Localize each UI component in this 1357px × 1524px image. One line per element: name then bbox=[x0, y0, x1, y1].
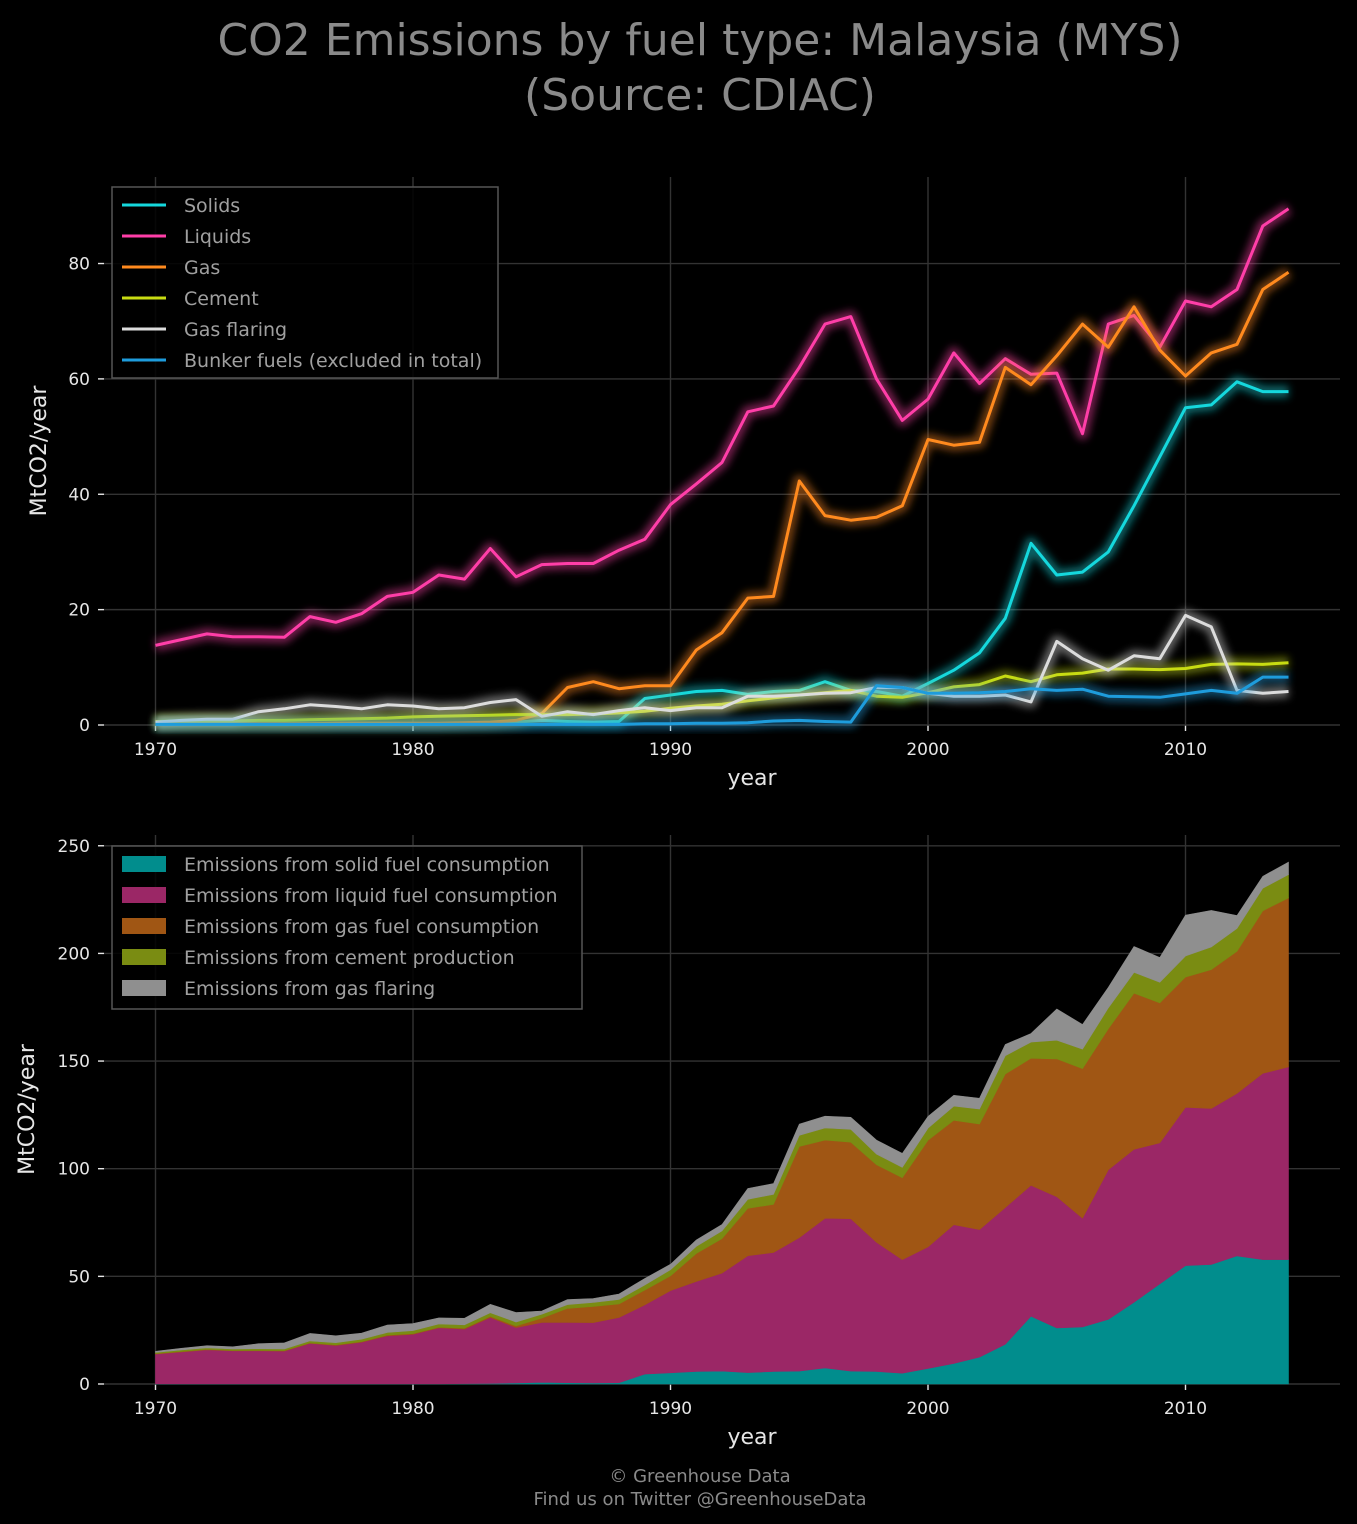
legend-label-bunker-fuels-excluded-in-total: Bunker fuels (excluded in total) bbox=[184, 350, 482, 372]
legend-swatch-emissions-from-solid-fuel-consumption bbox=[122, 856, 166, 872]
legend-label-emissions-from-gas-fuel-consumption: Emissions from gas fuel consumption bbox=[184, 916, 539, 938]
stacked-area-chart-panel: 1970 1980 1990 2000 2010 0 50 100 150 200 250 year M… bbox=[15, 835, 1340, 1450]
legend-label-cement: Cement bbox=[184, 288, 259, 310]
top-xtick-label-1970: 1970 bbox=[134, 740, 177, 760]
bottom-xtick-label-2000: 2000 bbox=[906, 1399, 949, 1419]
top-xtick-label-1980: 1980 bbox=[391, 740, 434, 760]
legend-label-gas: Gas bbox=[184, 257, 220, 279]
legend-label-emissions-from-cement-production: Emissions from cement production bbox=[184, 947, 515, 969]
top-ytick-label-20: 20 bbox=[68, 601, 90, 621]
bottom-ytick-label-0: 0 bbox=[79, 1375, 90, 1395]
bottom-ytick-label-50: 50 bbox=[68, 1267, 90, 1287]
top-ytick-label-60: 60 bbox=[68, 370, 90, 390]
footer-twitter: Find us on Twitter @GreenhouseData bbox=[533, 1489, 866, 1510]
bottom-ytick-label-250: 250 bbox=[58, 837, 90, 857]
bottom-legend-box bbox=[111, 845, 583, 1010]
bottom-ytick-label-200: 200 bbox=[58, 944, 90, 964]
legend-label-emissions-from-solid-fuel-consumption: Emissions from solid fuel consumption bbox=[184, 854, 550, 876]
bottom-xlabel: year bbox=[727, 1425, 777, 1450]
line-chart-panel: 1970 1980 1990 2000 2010 0 20 40 60 80 year MtCO2/y… bbox=[27, 177, 1340, 791]
legend-label-emissions-from-gas-flaring: Emissions from gas flaring bbox=[184, 978, 435, 1000]
legend-swatch-emissions-from-gas-fuel-consumption bbox=[122, 918, 166, 934]
bottom-xtick-label-1990: 1990 bbox=[649, 1399, 692, 1419]
top-xlabel: year bbox=[727, 766, 777, 791]
legend-label-emissions-from-liquid-fuel-consumption: Emissions from liquid fuel consumption bbox=[184, 885, 558, 907]
footer-credit: © Greenhouse Data bbox=[609, 1466, 790, 1487]
series-line-liquids bbox=[155, 207, 1290, 647]
legend-label-gas-flaring: Gas flaring bbox=[184, 319, 287, 341]
top-ytick-label-0: 0 bbox=[79, 716, 90, 736]
top-xtick-label-2010: 2010 bbox=[1164, 740, 1207, 760]
legend-swatch-emissions-from-cement-production bbox=[122, 949, 166, 965]
legend-swatch-emissions-from-gas-flaring bbox=[122, 980, 166, 996]
bottom-ylabel: MtCO2/year bbox=[15, 1043, 40, 1175]
top-xtick-label-1990: 1990 bbox=[649, 740, 692, 760]
bottom-xtick-label-1980: 1980 bbox=[391, 1399, 434, 1419]
legend-label-solids: Solids bbox=[184, 195, 240, 217]
bottom-ytick-label-100: 100 bbox=[58, 1160, 90, 1180]
legend-label-liquids: Liquids bbox=[184, 226, 251, 248]
bottom-ytick-label-150: 150 bbox=[58, 1052, 90, 1072]
top-legend-box bbox=[111, 186, 499, 379]
series-line-bunker-fuels-excluded-in-total bbox=[155, 675, 1289, 726]
legend-swatch-emissions-from-liquid-fuel-consumption bbox=[122, 887, 166, 903]
series-line-gas-flaring bbox=[155, 613, 1289, 724]
top-ytick-label-40: 40 bbox=[68, 485, 90, 505]
bottom-xtick-label-1970: 1970 bbox=[134, 1399, 177, 1419]
top-xtick-label-2000: 2000 bbox=[906, 740, 949, 760]
top-ylabel: MtCO2/year bbox=[27, 385, 52, 517]
bottom-xtick-label-2010: 2010 bbox=[1164, 1399, 1207, 1419]
top-ytick-label-80: 80 bbox=[68, 255, 90, 275]
chart-title-line1: CO2 Emissions by fuel type: Malaysia (MY… bbox=[217, 15, 1182, 66]
chart-title-line2: (Source: CDIAC) bbox=[524, 70, 876, 121]
area-emissions-from-gas-flaring bbox=[155, 861, 1289, 1353]
